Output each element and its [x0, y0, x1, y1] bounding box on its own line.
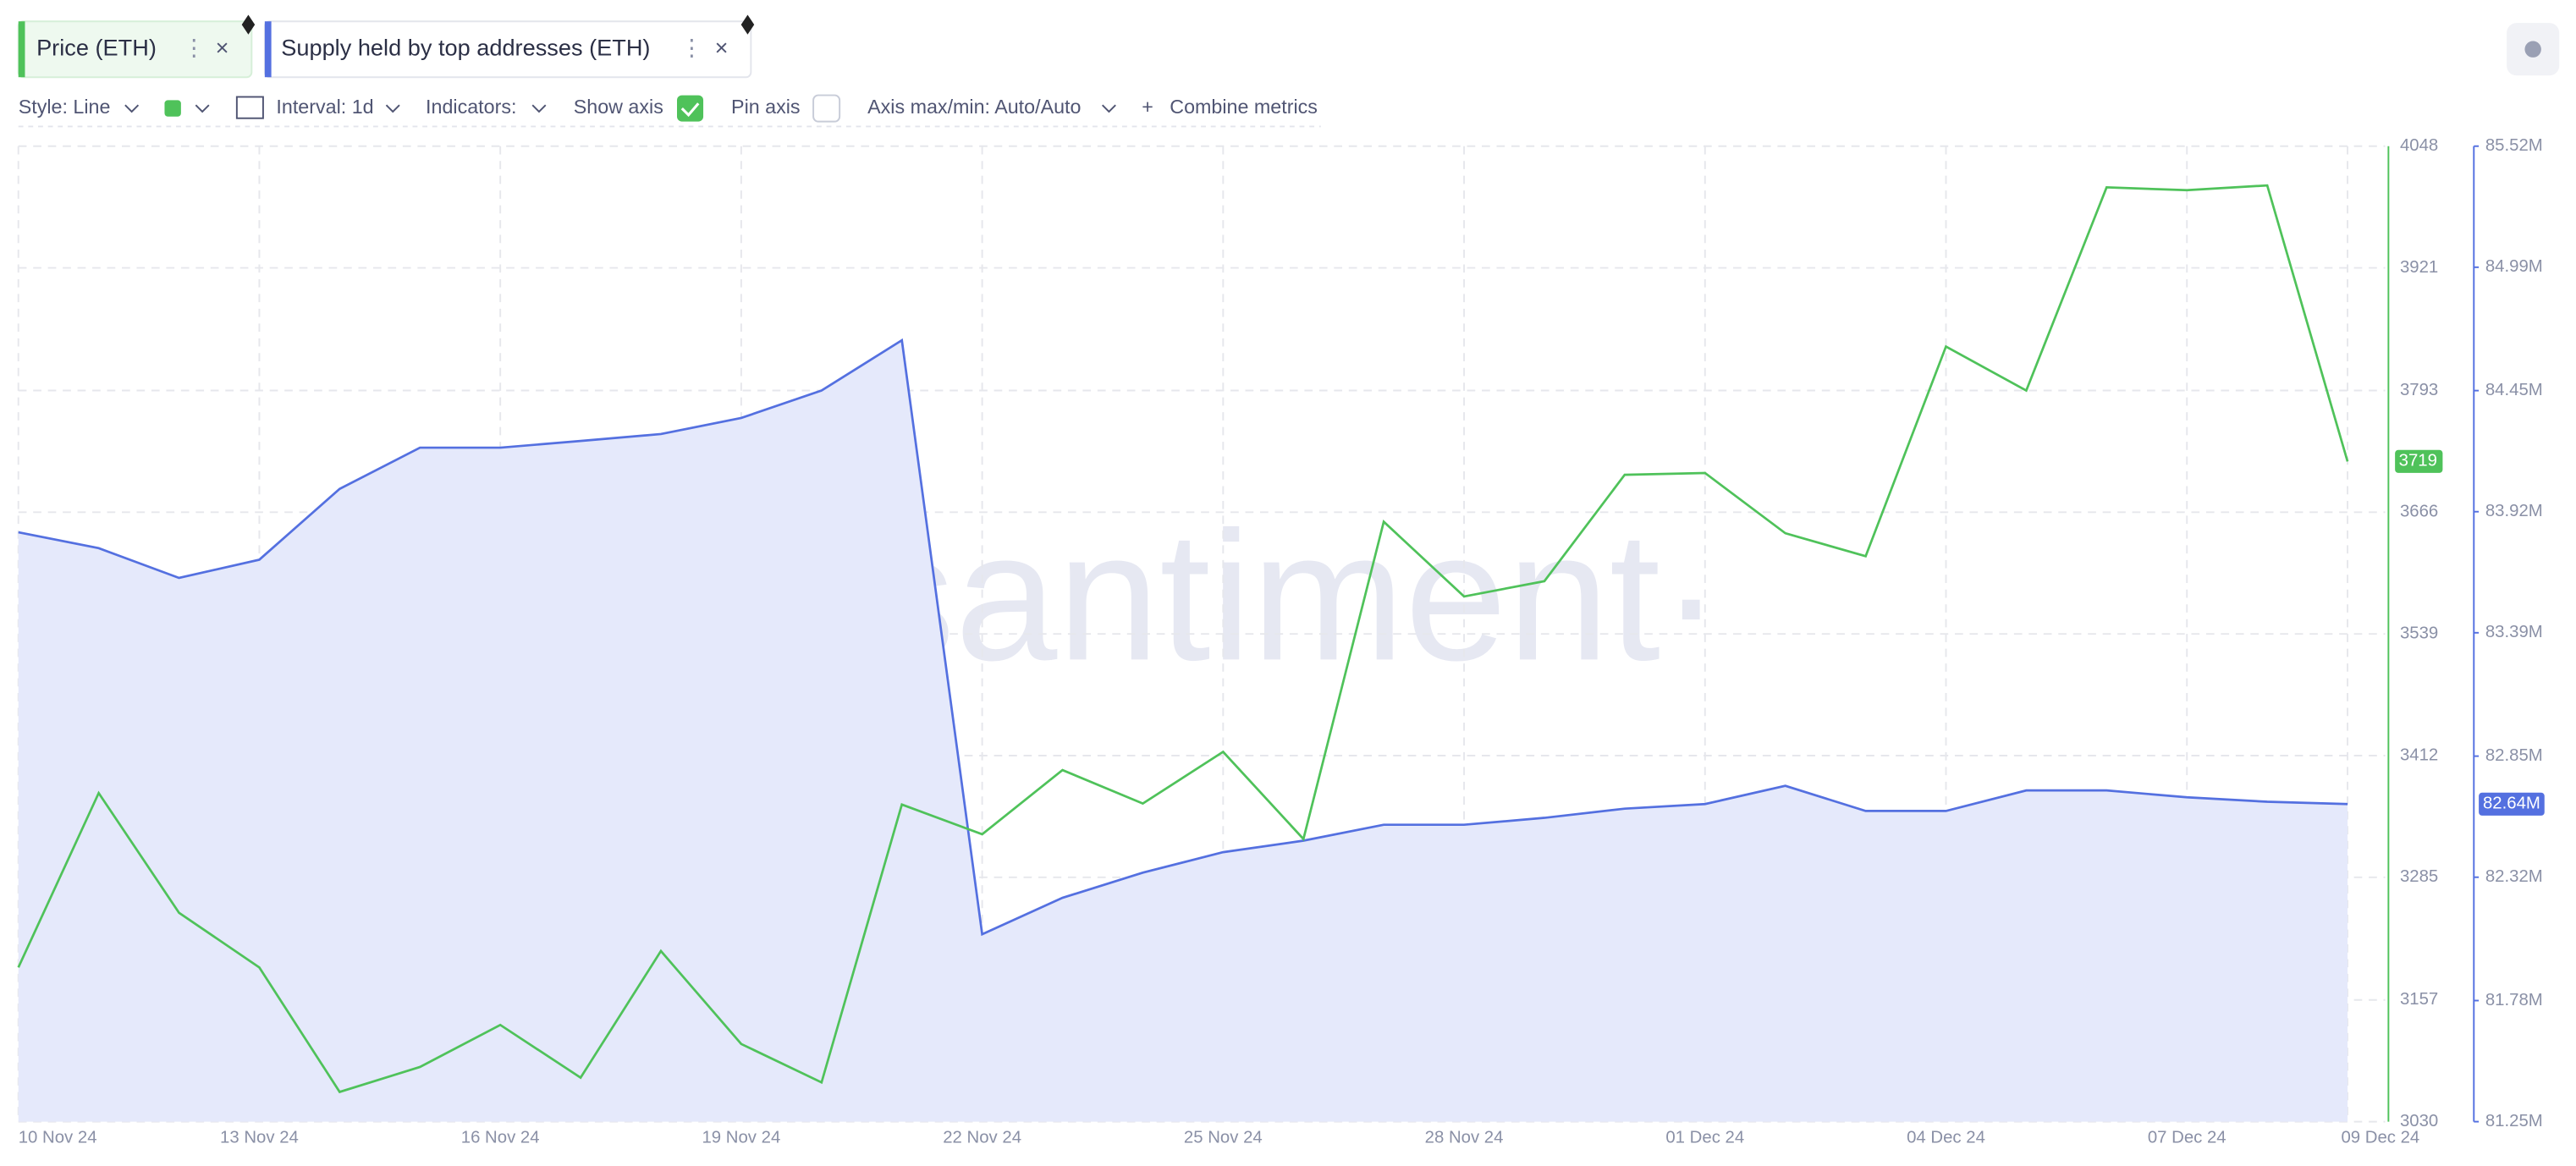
x-tick-label: 04 Dec 24 — [1907, 1128, 1985, 1147]
plot: ·santiment· 3030 3157 3285 3412 3539 3666 3793 3… — [17, 136, 2545, 1147]
tab-menu[interactable]: ⋮ — [183, 34, 206, 60]
y2-tick-label: 83.92M — [2485, 502, 2543, 520]
check — [680, 102, 700, 118]
style-select[interactable]: Style: Line — [19, 96, 111, 118]
y-tick-label: 3285 — [2400, 867, 2438, 886]
pin-axis-label: Pin axis — [731, 96, 801, 118]
y2-tick-label: 85.52M — [2485, 136, 2543, 155]
area — [18, 340, 2348, 1122]
y2-tick-label: 84.45M — [2485, 381, 2543, 399]
line — [17, 184, 2349, 1094]
last-value-badge — [2479, 792, 2545, 816]
x-tick-label: 25 Nov 24 — [1184, 1128, 1263, 1147]
last-value-label: 82.64M — [2483, 795, 2540, 813]
combine-metrics[interactable]: Combine metrics — [1170, 96, 1318, 118]
tab-label: Price (ETH) — [36, 34, 157, 60]
x-tick-label: 09 Dec 24 — [2341, 1128, 2419, 1147]
show-axis-checkbox[interactable] — [677, 95, 704, 122]
tab-close[interactable]: × — [216, 34, 229, 60]
x-tick-label: 16 Nov 24 — [461, 1128, 540, 1147]
chevron — [195, 104, 210, 113]
y-tick-label: 3539 — [2400, 624, 2438, 643]
y2-tick-label: 83.39M — [2485, 623, 2543, 641]
toolbar: Style: Line Interval: 1d Indicators: Sho… — [19, 94, 1321, 128]
plus-icon: + — [1142, 96, 1153, 118]
chevron — [385, 104, 400, 113]
y-tick-label: 3921 — [2400, 258, 2438, 277]
x-tick-label: 07 Dec 24 — [2148, 1128, 2226, 1147]
x-tick-label: 22 Nov 24 — [943, 1128, 1021, 1147]
tab-label: Supply held by top addresses (ETH) — [281, 34, 650, 60]
last-value-badge — [2395, 449, 2443, 473]
tab-accent — [264, 21, 272, 78]
y-tick-label: 3412 — [2400, 745, 2438, 764]
last-value-label: 3719 — [2399, 452, 2437, 470]
show-axis-label: Show axis — [574, 96, 663, 118]
x-tick-label: 10 Nov 24 — [19, 1128, 97, 1147]
y-tick-label: 3666 — [2400, 503, 2438, 521]
y-tick-label: 4048 — [2400, 136, 2438, 155]
line — [18, 338, 2348, 937]
y2-tick-label: 81.25M — [2485, 1112, 2543, 1130]
x-tick-label: 28 Nov 24 — [1425, 1128, 1504, 1147]
y2-tick-label: 81.78M — [2485, 991, 2543, 1009]
interval-select[interactable]: Interval: 1d — [276, 96, 373, 118]
color-picker[interactable] — [164, 100, 181, 117]
interval-icon — [235, 96, 264, 119]
tab-menu[interactable]: ⋮ — [680, 34, 703, 60]
chevron — [124, 104, 140, 113]
settings-icon — [2524, 41, 2541, 58]
y-tick-label: 3157 — [2400, 990, 2438, 1009]
tab-accent — [18, 21, 25, 78]
watermark: ·santiment· — [801, 493, 1721, 699]
tab-close[interactable]: × — [715, 34, 729, 60]
y-tick-label: 3030 — [2400, 1112, 2438, 1130]
chevron — [1101, 104, 1116, 113]
axis-maxmin-select[interactable]: Axis max/min: Auto/Auto — [867, 96, 1081, 118]
y2-tick-label: 82.85M — [2485, 746, 2543, 765]
y2-tick-label: 84.99M — [2485, 257, 2543, 276]
indicators-select[interactable]: Indicators: — [426, 96, 516, 118]
y2-tick-label: 82.32M — [2485, 867, 2543, 886]
x-tick-label: 19 Nov 24 — [702, 1128, 780, 1147]
chevron — [531, 104, 547, 113]
x-tick-label: 01 Dec 24 — [1665, 1128, 1744, 1147]
x-tick-label: 13 Nov 24 — [220, 1128, 299, 1147]
y-tick-label: 3793 — [2400, 381, 2438, 399]
pin-axis-checkbox[interactable] — [812, 94, 841, 123]
